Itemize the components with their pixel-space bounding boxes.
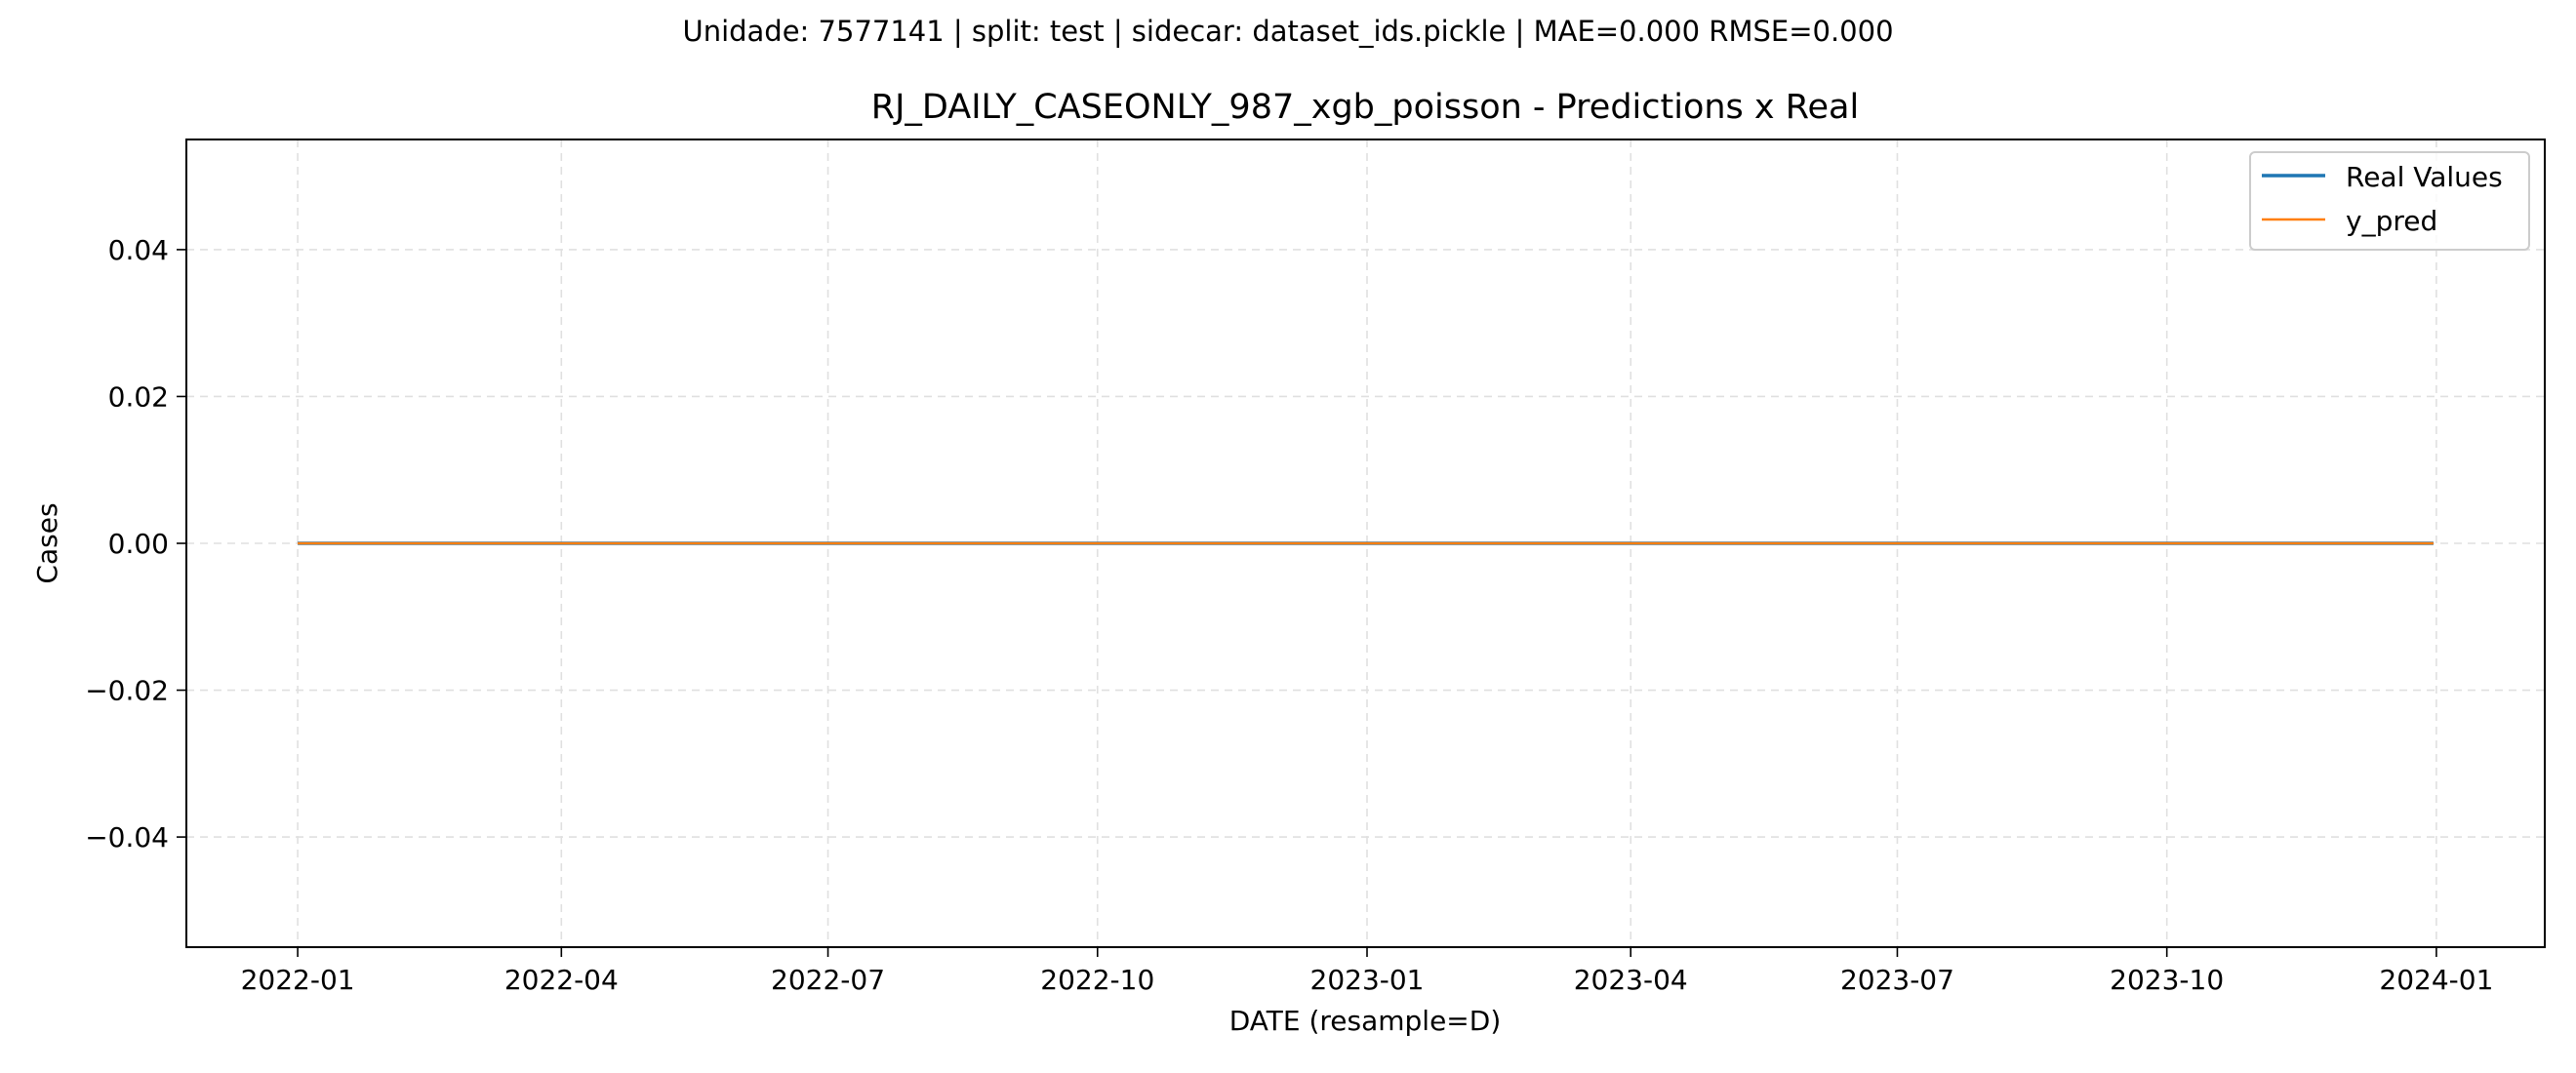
chart-title: RJ_DAILY_CASEONLY_987_xgb_poisson - Pred… [871,88,1859,127]
y-tick-label: 0.04 [108,234,169,266]
y-tick-label: 0.02 [108,380,169,413]
x-tick-label: 2023-01 [1310,964,1425,996]
y-axis-label: Cases [31,502,63,583]
y-axis-ticks: 0.04 0.02 0.00 −0.02 −0.04 [85,234,186,854]
y-tick-label: −0.04 [85,821,169,854]
x-tick-label: 2022-07 [771,964,885,996]
figure-suptitle: Unidade: 7577141 | split: test | sidecar… [682,15,1893,48]
x-tick-label: 2023-10 [2110,964,2224,996]
x-tick-label: 2022-10 [1040,964,1154,996]
x-tick-label: 2022-04 [504,964,619,996]
x-tick-label: 2022-01 [241,964,355,996]
legend: Real Values y_pred [2249,151,2530,251]
y-tick-label: 0.00 [108,528,169,560]
legend-real-values-label: Real Values [2346,161,2503,193]
x-axis-label: DATE (resample=D) [1229,1005,1502,1037]
x-tick-label: 2024-01 [2379,964,2493,996]
x-tick-label: 2023-07 [1840,964,1954,996]
legend-y-pred-label: y_pred [2346,205,2437,237]
x-axis-ticks: 2022-01 2022-04 2022-07 2022-10 2023-01 2023-… [241,947,2493,996]
y-tick-label: −0.02 [85,675,169,707]
x-tick-label: 2023-04 [1574,964,1688,996]
